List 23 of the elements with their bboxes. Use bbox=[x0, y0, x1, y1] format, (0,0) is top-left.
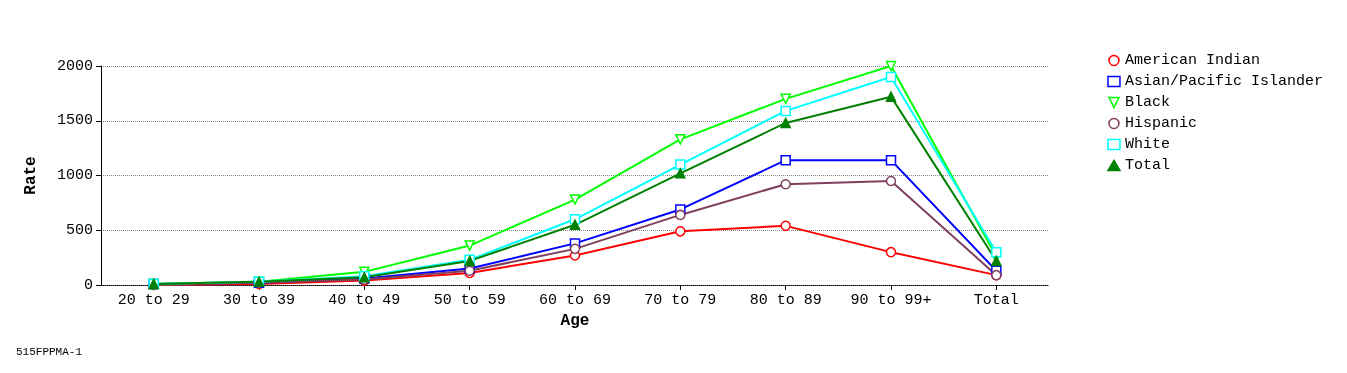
legend-label: White bbox=[1124, 136, 1170, 153]
legend-label: Hispanic bbox=[1124, 115, 1197, 132]
y-axis-title: Rate bbox=[22, 156, 40, 195]
x-tick-label: 90 to 99+ bbox=[850, 292, 932, 309]
y-tick-label: 2000 bbox=[56, 57, 93, 75]
x-tick-label: 50 to 59 bbox=[433, 292, 506, 309]
y-tick-label: 1000 bbox=[56, 167, 93, 184]
x-tick-label: 70 to 79 bbox=[644, 292, 717, 309]
x-tick-label: 30 to 39 bbox=[222, 292, 296, 309]
legend-label: American Indian bbox=[1124, 52, 1260, 69]
legend-label: Total bbox=[1124, 157, 1170, 174]
x-tick-label: Total bbox=[973, 292, 1019, 309]
x-tick-label: 60 to 69 bbox=[538, 292, 612, 309]
text: 515FPPMA-1 bbox=[16, 345, 83, 358]
x-tick-label: 40 to 49 bbox=[328, 292, 401, 309]
legend-label: Asian/Pacific Islander bbox=[1124, 73, 1324, 90]
x-tick-label: 80 to 89 bbox=[749, 292, 822, 309]
x-tick-label: 20 to 29 bbox=[117, 292, 190, 309]
y-tick-label: 0 bbox=[83, 276, 93, 294]
y-tick-label: 500 bbox=[65, 221, 93, 239]
legend-label: Black bbox=[1124, 94, 1170, 111]
x-axis-title: Age bbox=[560, 312, 590, 330]
y-tick-label: 1500 bbox=[56, 112, 93, 130]
